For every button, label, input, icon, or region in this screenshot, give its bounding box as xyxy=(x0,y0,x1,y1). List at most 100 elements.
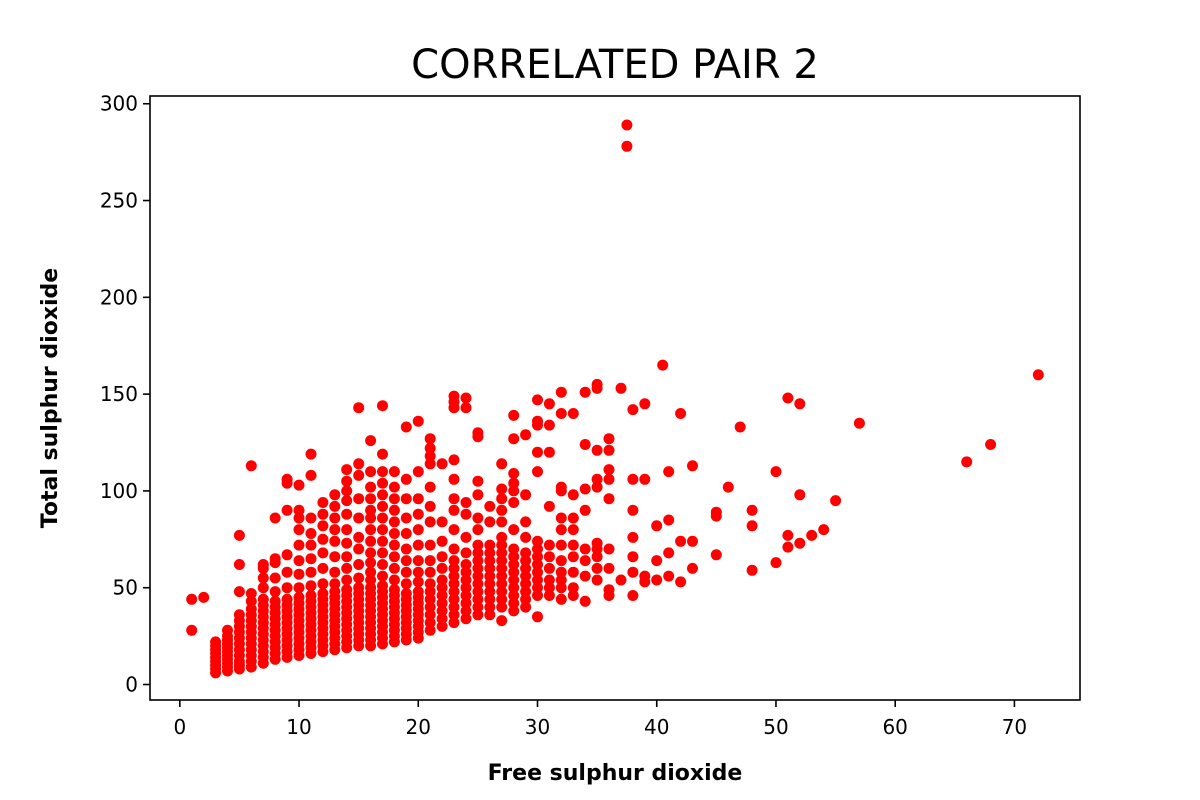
data-point xyxy=(424,624,436,636)
data-point xyxy=(436,597,448,609)
data-point xyxy=(543,551,555,563)
data-point xyxy=(496,504,508,516)
data-point xyxy=(377,570,388,582)
data-point xyxy=(1032,369,1044,381)
data-point xyxy=(603,543,615,555)
data-point xyxy=(520,562,532,574)
data-point xyxy=(746,564,758,576)
data-point xyxy=(424,433,436,445)
data-point xyxy=(472,593,484,605)
data-point xyxy=(257,572,269,584)
data-point xyxy=(484,578,496,590)
data-point xyxy=(365,557,377,569)
data-point xyxy=(508,597,520,609)
data-point xyxy=(472,547,484,559)
data-point xyxy=(412,524,424,536)
data-point xyxy=(532,446,543,458)
data-point xyxy=(496,547,508,559)
data-point xyxy=(377,580,388,592)
data-point xyxy=(233,529,245,541)
data-point xyxy=(555,566,567,578)
data-point xyxy=(424,458,436,470)
data-point xyxy=(472,524,484,536)
data-point xyxy=(579,543,591,555)
data-point xyxy=(675,535,687,547)
plot-frame xyxy=(149,95,1081,701)
data-point xyxy=(627,566,639,578)
data-point xyxy=(520,429,532,441)
data-point xyxy=(472,562,484,574)
data-point xyxy=(818,524,830,536)
data-point xyxy=(484,547,496,559)
data-point xyxy=(269,572,281,584)
data-point xyxy=(365,547,377,559)
data-point xyxy=(460,508,472,520)
data-point xyxy=(794,537,806,549)
data-point xyxy=(305,566,317,578)
data-point xyxy=(496,615,508,627)
data-point xyxy=(555,481,567,493)
data-point xyxy=(448,586,460,598)
data-point xyxy=(520,516,532,528)
data-point xyxy=(460,597,472,609)
data-point xyxy=(424,586,436,598)
data-point xyxy=(627,531,639,543)
data-point xyxy=(603,444,615,456)
data-point xyxy=(353,458,365,470)
data-point xyxy=(532,566,543,578)
data-point xyxy=(448,524,460,536)
data-point xyxy=(663,514,675,526)
data-point xyxy=(436,620,448,632)
data-point xyxy=(293,512,305,524)
data-point xyxy=(317,520,329,532)
data-point xyxy=(377,466,388,478)
data-point xyxy=(520,547,532,559)
data-point xyxy=(782,529,794,541)
data-point xyxy=(508,409,520,421)
data-point xyxy=(233,559,245,570)
data-point xyxy=(770,466,782,478)
data-point xyxy=(436,458,448,470)
data-point xyxy=(472,489,484,501)
data-point xyxy=(484,601,496,613)
data-point xyxy=(663,466,675,478)
data-point xyxy=(603,464,615,476)
data-point xyxy=(388,504,400,516)
data-point xyxy=(651,555,663,567)
data-point xyxy=(305,528,317,539)
data-point xyxy=(508,485,520,497)
data-point xyxy=(293,591,305,603)
data-point xyxy=(579,386,591,398)
data-point xyxy=(532,582,543,594)
data-point xyxy=(436,582,448,594)
data-point xyxy=(436,516,448,528)
data-point xyxy=(639,473,651,485)
data-point xyxy=(353,531,365,543)
data-point xyxy=(353,582,365,594)
data-point xyxy=(567,408,579,419)
data-point xyxy=(400,566,412,578)
data-point xyxy=(448,493,460,505)
data-point xyxy=(591,378,603,390)
data-point xyxy=(579,555,591,567)
data-point xyxy=(424,481,436,493)
data-point xyxy=(543,582,555,594)
data-point xyxy=(341,464,353,476)
data-point xyxy=(400,493,412,505)
y-tick-label: 250 xyxy=(100,189,138,213)
data-point xyxy=(305,553,317,565)
data-point xyxy=(269,586,281,598)
data-point xyxy=(353,559,365,570)
data-point xyxy=(555,512,567,524)
data-point xyxy=(305,539,317,551)
data-point xyxy=(424,609,436,621)
data-point xyxy=(436,551,448,563)
data-point xyxy=(412,508,424,520)
data-point xyxy=(496,539,508,551)
data-point xyxy=(472,601,484,613)
x-tick-label: 10 xyxy=(286,715,311,739)
data-point xyxy=(520,593,532,605)
data-point xyxy=(424,500,436,512)
data-point xyxy=(424,578,436,590)
data-point xyxy=(794,489,806,501)
